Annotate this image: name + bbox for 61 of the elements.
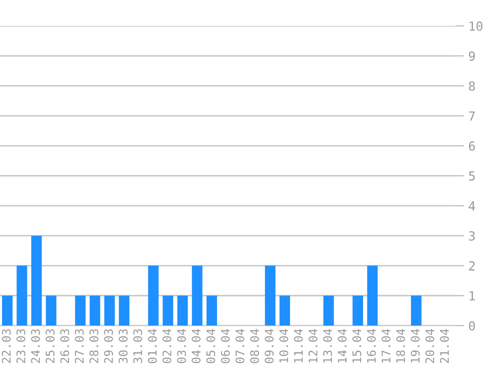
bar <box>2 296 13 326</box>
y-tick-label: 3 <box>469 231 475 241</box>
bar <box>104 296 115 326</box>
x-tick-label: 12.04 <box>308 328 318 362</box>
x-tick-label: 29.03 <box>104 329 113 364</box>
x-tick-label: 22.03 <box>2 329 11 364</box>
x-tick-label: 07.04 <box>236 328 244 364</box>
x-tick-label: 18.04 <box>396 328 406 362</box>
x-tick-label: 16.04 <box>366 328 376 362</box>
bar <box>148 266 159 326</box>
x-tick-label: 01.04 <box>148 328 157 364</box>
x-tick-label: 10.04 <box>279 328 288 362</box>
bar <box>280 296 290 326</box>
y-tick-label: 5 <box>469 171 475 181</box>
x-tick-label: 27.03 <box>74 329 84 364</box>
x-tick-label: 21.04 <box>440 328 449 364</box>
x-tick-label: 25.03 <box>46 329 55 364</box>
x-tick-label: 06.04 <box>220 328 230 364</box>
y-tick-label: 4 <box>468 201 476 210</box>
bar <box>192 266 202 326</box>
x-tick-label: 03.04 <box>177 328 186 364</box>
bar <box>177 296 188 326</box>
x-tick-label: 19.04 <box>410 328 420 362</box>
x-tick-label: 13.04 <box>323 328 332 362</box>
y-tick-label: 9 <box>468 51 475 61</box>
y-tick-label: 1 <box>470 291 475 300</box>
bar <box>352 296 364 326</box>
x-tick-label: 14.04 <box>338 328 347 362</box>
y-tick-label: 0 <box>468 321 475 331</box>
bar <box>367 266 378 326</box>
x-tick-label: 05.04 <box>206 328 216 364</box>
x-tick-label: 09.04 <box>264 328 274 364</box>
x-tick-label: 08.04 <box>250 328 260 364</box>
x-tick-label: 28.03 <box>89 329 98 364</box>
x-tick-label: 20.04 <box>425 328 434 364</box>
bar <box>75 296 86 326</box>
y-tick-label: 8 <box>468 81 475 91</box>
bar <box>264 266 276 326</box>
x-tick-label: 11.04 <box>294 328 303 362</box>
bar <box>16 266 28 326</box>
x-tick-label: 15.04 <box>352 328 362 362</box>
x-tick-label: 31.03 <box>133 329 142 364</box>
y-tick-label: 10 <box>470 21 482 31</box>
bar <box>206 296 218 326</box>
bar <box>118 296 130 326</box>
x-tick-label: 30.03 <box>118 329 128 364</box>
x-tick-label: 26.03 <box>60 329 70 364</box>
y-tick-label: 7 <box>469 111 475 121</box>
x-tick-label: 17.04 <box>382 328 390 362</box>
bar <box>31 236 42 326</box>
x-tick-label: 02.04 <box>162 328 172 364</box>
bar <box>323 296 334 326</box>
bar <box>46 296 56 326</box>
bar <box>90 296 100 326</box>
bar <box>410 296 422 326</box>
x-tick-label: 04.04 <box>192 328 201 364</box>
bar <box>162 296 174 326</box>
x-tick-label: 23.03 <box>16 329 26 364</box>
x-tick-label: 24.03 <box>31 329 40 364</box>
y-tick-label: 2 <box>469 261 475 270</box>
y-tick-label: 6 <box>468 141 475 151</box>
